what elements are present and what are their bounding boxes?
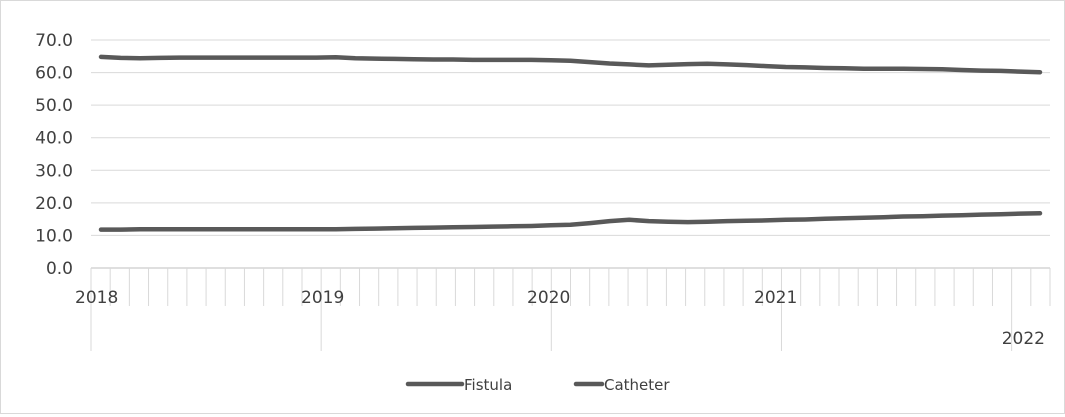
series-lines bbox=[98, 54, 1043, 232]
y-tick-label: 20.0 bbox=[35, 194, 73, 214]
y-tick-label: 60.0 bbox=[35, 64, 73, 84]
legend: Fistula Catheter bbox=[405, 376, 670, 394]
x-year-label: 2019 bbox=[301, 288, 344, 308]
x-year-label: 2022 bbox=[1002, 329, 1045, 349]
series-line-catheter bbox=[98, 54, 1043, 75]
y-tick-label: 10.0 bbox=[35, 226, 73, 246]
y-tick-label: 50.0 bbox=[35, 96, 73, 116]
x-year-label: 2021 bbox=[754, 288, 797, 308]
series-line-fistula bbox=[98, 211, 1043, 232]
x-year-label: 2020 bbox=[527, 288, 570, 308]
legend-label-catheter: Catheter bbox=[604, 376, 670, 394]
y-axis-tick-labels: 70.0 60.0 50.0 40.0 30.0 20.0 10.0 0.0 bbox=[35, 31, 73, 279]
legend-label-fistula: Fistula bbox=[464, 376, 512, 394]
y-tick-label: 30.0 bbox=[35, 161, 73, 181]
gridlines bbox=[91, 39, 1050, 269]
y-tick-label: 70.0 bbox=[35, 31, 73, 51]
x-year-label: 2018 bbox=[75, 288, 118, 308]
y-tick-label: 0.0 bbox=[46, 259, 73, 279]
y-tick-label: 40.0 bbox=[35, 129, 73, 149]
x-axis-ticks: 2018 2019 2020 2021 2022 bbox=[75, 268, 1051, 351]
